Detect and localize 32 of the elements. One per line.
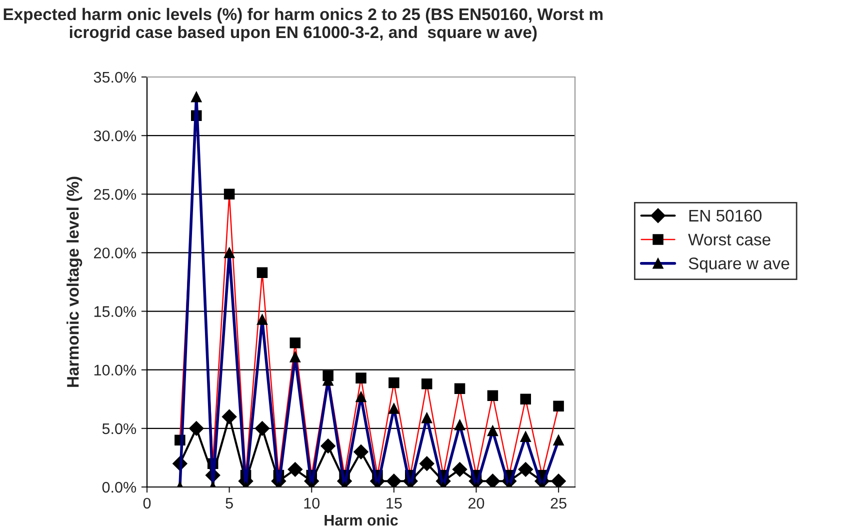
point bbox=[288, 462, 303, 477]
y-tick-label: 15.0% bbox=[94, 306, 136, 317]
x-tick-label: 5 bbox=[226, 498, 233, 509]
point bbox=[518, 462, 534, 477]
y-tick-label: 10.0% bbox=[94, 364, 136, 376]
point bbox=[485, 474, 500, 487]
y-tick-label: 25.0% bbox=[94, 189, 136, 200]
x-tick-label: 15 bbox=[386, 498, 402, 509]
point bbox=[188, 421, 204, 436]
legend-label: EN 50160 bbox=[689, 210, 762, 222]
x-tick-label: 0 bbox=[143, 498, 151, 509]
point bbox=[386, 474, 402, 487]
point bbox=[551, 474, 566, 487]
y-tick-label: 5.0% bbox=[102, 423, 136, 434]
x-tick-label: 10 bbox=[304, 498, 320, 509]
y-tick-label: 35.0% bbox=[94, 72, 136, 83]
point bbox=[452, 462, 468, 477]
chart-title: Expected harm onic levels (%) for harm onics 2 to 25 (BS EN50160, Worst m icrogrid case based upon EN 61000-3-2, and square w ave) bbox=[4, 8, 603, 42]
x-axis-title: Harm onic bbox=[324, 514, 398, 526]
x-tick-label: 20 bbox=[468, 498, 484, 509]
point bbox=[419, 456, 434, 471]
legend-label: Square w ave bbox=[688, 258, 790, 273]
point bbox=[222, 409, 237, 424]
y-tick-label: 20.0% bbox=[94, 248, 136, 258]
point bbox=[254, 421, 270, 436]
y-tick-label: 30.0% bbox=[94, 130, 136, 142]
x-tick-label: 25 bbox=[550, 498, 566, 509]
y-axis-title: Harmonic voltage level (%) bbox=[66, 176, 82, 387]
y-tick-label: 0.0% bbox=[102, 482, 136, 493]
point bbox=[354, 444, 368, 460]
point bbox=[320, 438, 336, 454]
legend-label: Worst case bbox=[688, 234, 770, 246]
